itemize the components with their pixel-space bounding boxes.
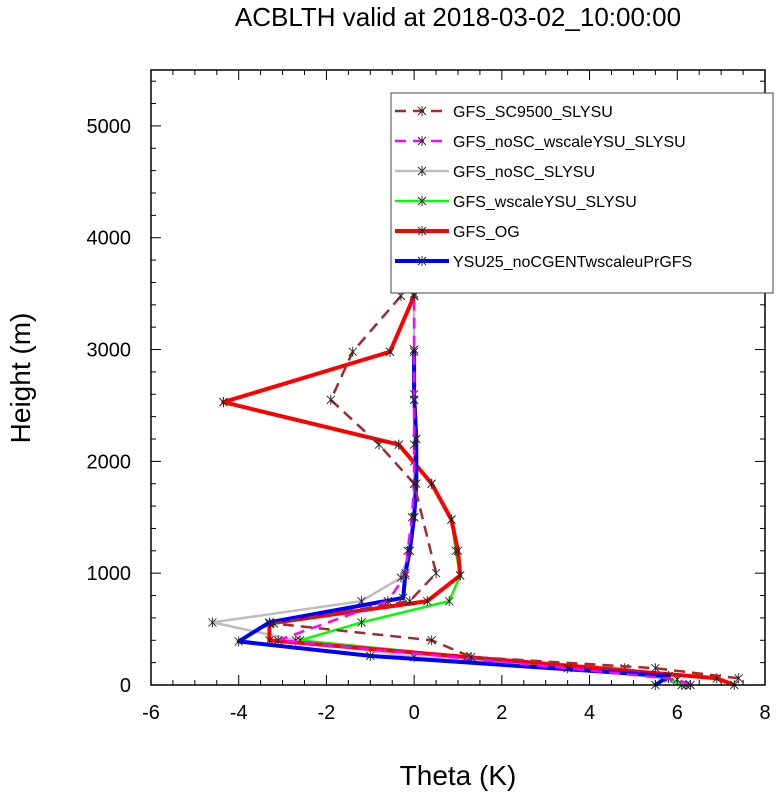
legend-item: GFS_noSC_wscaleYSU_SLYSU [395,134,686,151]
plot-area [208,103,744,690]
data-point [326,394,336,405]
plot-frame [150,69,766,686]
y-tick-label: 2000 [87,451,132,473]
legend-item: GFS_wscaleYSU_SLYSU [395,194,637,211]
x-tick-label: 6 [672,702,683,724]
series-GFS_wscaleYSU_SLYSU [219,290,691,690]
legend-label: GFS_OG [453,224,520,241]
legend-item: YSU25_noCGENTwscaleuPrGFS [395,254,692,271]
legend-box [390,92,774,294]
chart-title: ACBLTH valid at 2018-03-02_10:00:00 [235,2,681,32]
x-tick-label: -2 [318,702,336,724]
x-tick-label: -6 [142,702,160,724]
legend-marker [417,256,427,266]
series-line [221,295,736,687]
data-point [409,478,419,489]
data-point [403,545,412,556]
data-point [409,346,419,357]
legend-label: GFS_wscaleYSU_SLYSU [453,194,637,211]
data-point [348,346,358,357]
legend-item: GFS_OG [395,224,520,241]
x-tick-label: 2 [496,702,507,724]
data-point [219,397,228,408]
data-point [405,596,415,607]
data-point [385,346,395,357]
x-tick-label: 8 [759,702,770,724]
data-point [401,570,410,581]
x-tick-label: -4 [230,702,248,724]
legend-marker [417,196,427,206]
data-point [374,439,384,450]
legend-item: GFS_SC9500_SLYSU [395,104,613,121]
series-line [211,293,683,687]
data-point [422,596,432,607]
data-point [409,439,419,450]
y-tick-label: 1000 [87,563,132,585]
data-point [357,617,366,628]
legend-label: GFS_noSC_SLYSU [453,164,595,181]
y-tick-label: 4000 [87,228,132,250]
data-point [672,674,682,685]
data-point [427,635,437,646]
data-point [409,394,419,405]
legend-label: GFS_noSC_wscaleYSU_SLYSU [453,134,686,151]
data-point [365,650,375,661]
legend-label: YSU25_noCGENTwscaleuPrGFS [453,254,692,271]
x-tick-label: 4 [584,702,595,724]
y-axis-title: Height (m) [5,313,36,444]
data-point [455,570,465,581]
legend-marker [417,136,427,146]
data-point [394,439,404,450]
legend-marker [417,106,427,116]
data-point [427,478,437,489]
data-point [734,673,744,684]
data-point [447,514,456,525]
data-point [273,635,283,646]
series-GFS_OG [219,290,739,690]
legend: GFS_SC9500_SLYSU GFS_noSC_wscaleYSU_SLYSU… [390,92,774,294]
x-axis-title: Theta (K) [400,760,517,791]
series-GFS_noSC_SLYSU [208,288,686,690]
legend-marker [417,166,427,176]
data-point [563,663,572,674]
x-tick-label: 0 [409,702,420,724]
data-point [269,618,279,629]
legend-label: GFS_SC9500_SLYSU [453,104,613,121]
data-point [431,568,441,579]
legend-item: GFS_noSC_SLYSU [395,164,595,181]
data-point [444,596,454,607]
y-tick-label: 0 [120,675,131,697]
data-point [407,512,417,523]
data-point [208,617,217,628]
legend-marker [417,226,427,236]
data-point [651,663,660,674]
tick-labels: -6 -4 -2 0 2 4 6 8 0 1000 2000 3000 4000 5000 [87,116,771,724]
data-point [234,636,244,647]
data-point [453,545,463,556]
data-point [466,652,476,663]
y-tick-label: 5000 [87,116,132,138]
y-tick-label: 3000 [87,340,132,362]
